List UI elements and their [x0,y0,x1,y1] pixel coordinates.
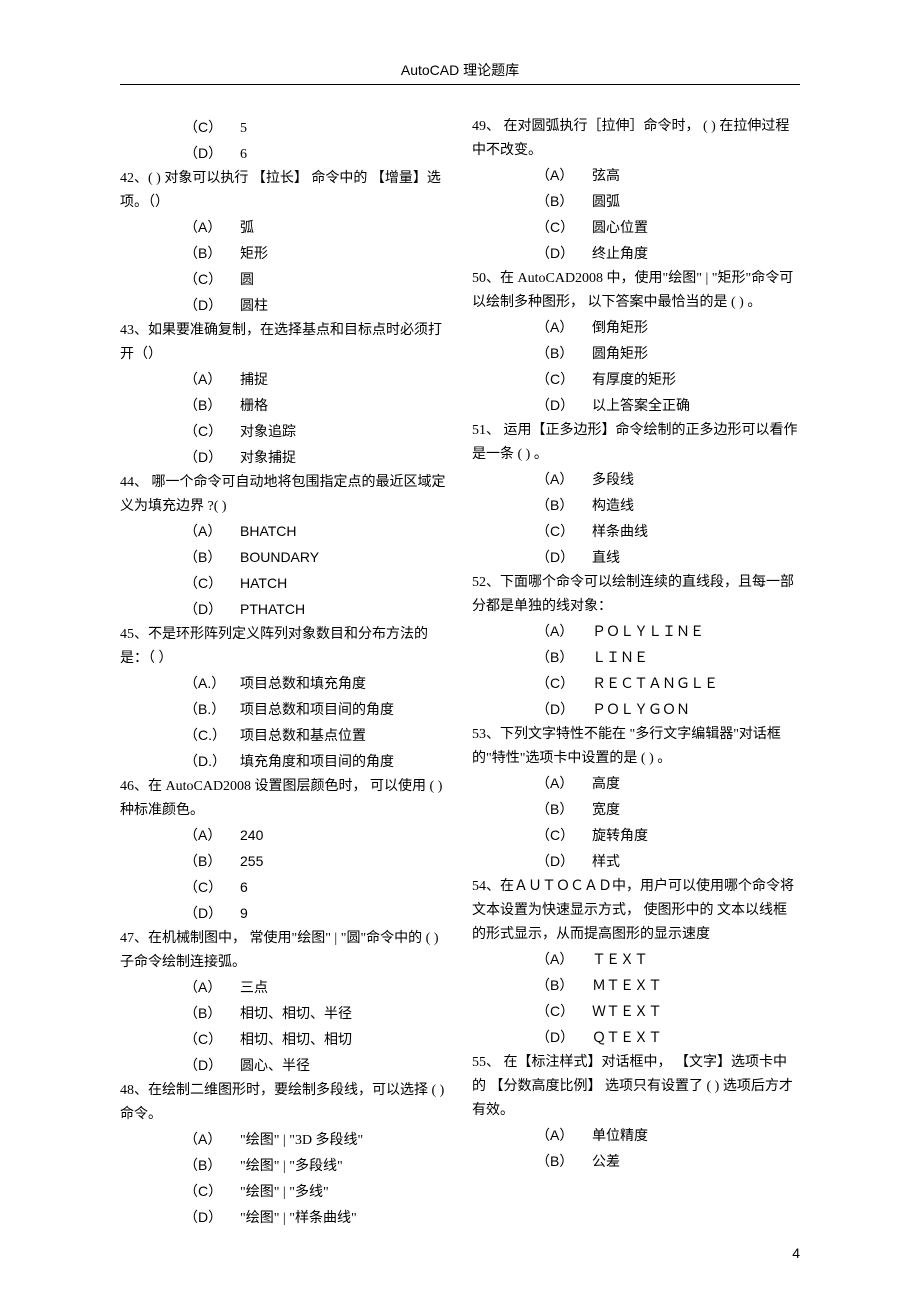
question-48: 48、在绘制二维图形时，要绘制多段线，可以选择 ( ) 命令。 [120,1079,448,1127]
option-row: AＴＥＸＴ [472,947,800,973]
option-row: A"绘图" | "3D 多段线" [120,1127,448,1153]
option-row: A多段线 [472,467,800,493]
option-row: A.项目总数和填充角度 [120,671,448,697]
option-row: B矩形 [120,241,448,267]
option-row: BBOUNDARY [120,545,448,571]
option-row: D样式 [472,849,800,875]
option-row: B栅格 [120,393,448,419]
option-row: CＷＴＥＸＴ [472,999,800,1025]
question-46: 46、在 AutoCAD2008 设置图层颜色时， 可以使用 ( ) 种标准颜色… [120,775,448,823]
option-row: A倒角矩形 [472,315,800,341]
option-row: A高度 [472,771,800,797]
content-columns: C5 D6 42、( ) 对象可以执行 【拉长】 命令中的 【增量】选项。（） … [120,115,800,1231]
option-row: C"绘图" | "多线" [120,1179,448,1205]
page: AutoCAD 理论题库 C5 D6 42、( ) 对象可以执行 【拉长】 命令… [0,0,920,1291]
question-42: 42、( ) 对象可以执行 【拉长】 命令中的 【增量】选项。（） [120,167,448,215]
question-47: 47、在机械制图中， 常使用"绘图" | "圆"命令中的 ( ) 子命令绘制连接… [120,927,448,975]
option-row: C对象追踪 [120,419,448,445]
option-row: BＭＴＥＸＴ [472,973,800,999]
question-44: 44、 哪一个命令可自动地将包围指定点的最近区域定义为填充边界 ?( ) [120,471,448,519]
left-column: C5 D6 42、( ) 对象可以执行 【拉长】 命令中的 【增量】选项。（） … [120,115,448,1231]
option-row: C6 [120,875,448,901]
option-row: A单位精度 [472,1123,800,1149]
option-row: D6 [120,141,448,167]
option-row: BＬＩＮＥ [472,645,800,671]
option-row: C旋转角度 [472,823,800,849]
question-50: 50、在 AutoCAD2008 中，使用"绘图" | "矩形"命令可以绘制多种… [472,267,800,315]
option-row: C相切、相切、相切 [120,1027,448,1053]
option-row: D对象捕捉 [120,445,448,471]
option-row: AＰＯＬＹＬＩＮＥ [472,619,800,645]
question-55: 55、 在【标注样式】对话框中， 【文字】选项卡中的 【分数高度比例】 选项只有… [472,1051,800,1123]
option-row: D终止角度 [472,241,800,267]
option-row: B宽度 [472,797,800,823]
option-row: D以上答案全正确 [472,393,800,419]
option-row: B.项目总数和项目间的角度 [120,697,448,723]
option-row: D直线 [472,545,800,571]
option-row: B圆弧 [472,189,800,215]
question-49: 49、 在对圆弧执行［拉伸］命令时， ( ) 在拉伸过程中不改变。 [472,115,800,163]
option-row: A三点 [120,975,448,1001]
option-row: D.填充角度和项目间的角度 [120,749,448,775]
option-row: DＱＴＥＸＴ [472,1025,800,1051]
option-row: A弦高 [472,163,800,189]
option-row: C圆 [120,267,448,293]
option-row: D9 [120,901,448,927]
option-row: A捕捉 [120,367,448,393]
option-row: C样条曲线 [472,519,800,545]
option-row: ABHATCH [120,519,448,545]
option-row: D圆柱 [120,293,448,319]
question-52: 52、下面哪个命令可以绘制连续的直线段，且每一部分都是单独的线对象： [472,571,800,619]
page-number: 4 [792,1245,800,1261]
question-53: 53、下列文字特性不能在 "多行文字编辑器"对话框的"特性"选项卡中设置的是 (… [472,723,800,771]
question-51: 51、 运用【正多边形】命令绘制的正多边形可以看作是一条 ( ) 。 [472,419,800,467]
option-row: D"绘图" | "样条曲线" [120,1205,448,1231]
option-row: C有厚度的矩形 [472,367,800,393]
page-header: AutoCAD 理论题库 [120,60,800,85]
option-row: CＲＥＣＴＡＮＧＬＥ [472,671,800,697]
option-row: CHATCH [120,571,448,597]
option-row: D圆心、半径 [120,1053,448,1079]
option-row: C圆心位置 [472,215,800,241]
option-row: B"绘图" | "多段线" [120,1153,448,1179]
option-row: DＰＯＬＹＧＯＮ [472,697,800,723]
question-54: 54、在ＡＵＴＯＣＡＤ中，用户可以使用哪个命令将文本设置为快速显示方式， 使图形… [472,875,800,947]
option-row: B公差 [472,1149,800,1175]
option-row: A弧 [120,215,448,241]
option-row: B255 [120,849,448,875]
option-row: C.项目总数和基点位置 [120,723,448,749]
option-row: B圆角矩形 [472,341,800,367]
option-row: DPTHATCH [120,597,448,623]
right-column: 49、 在对圆弧执行［拉伸］命令时， ( ) 在拉伸过程中不改变。 A弦高 B圆… [472,115,800,1231]
option-row: B相切、相切、半径 [120,1001,448,1027]
option-row: B构造线 [472,493,800,519]
question-45: 45、不是环形阵列定义阵列对象数目和分布方法的是：（ ） [120,623,448,671]
option-row: A240 [120,823,448,849]
question-43: 43、如果要准确复制，在选择基点和目标点时必须打开（） [120,319,448,367]
option-row: C5 [120,115,448,141]
